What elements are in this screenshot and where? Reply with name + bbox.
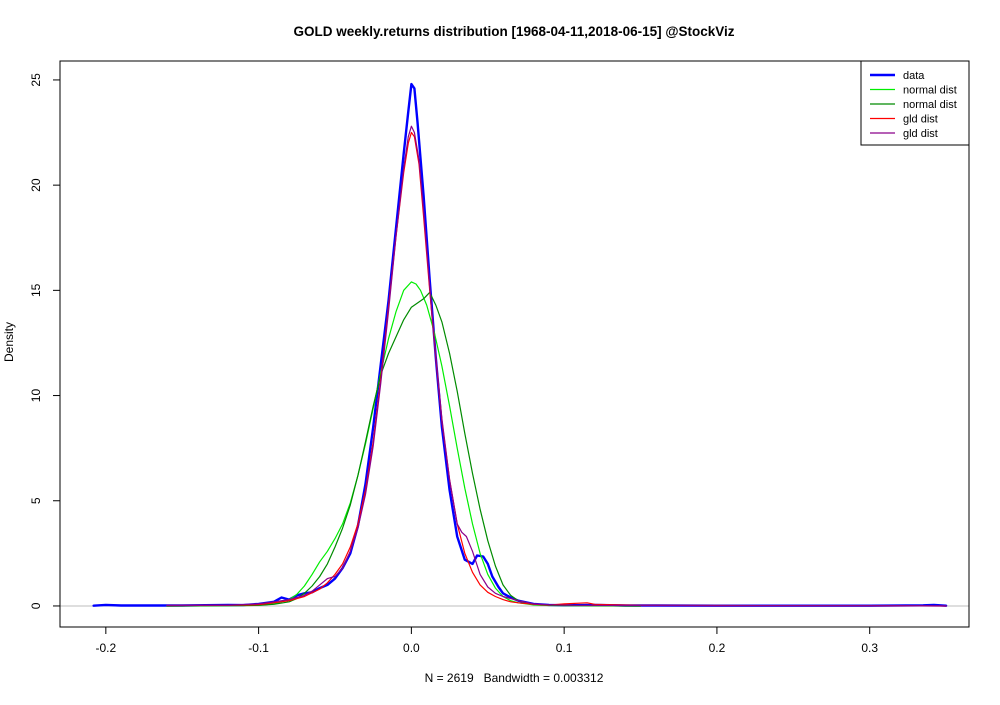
legend: data normal dist normal dist gld dist gld di… xyxy=(860,60,970,146)
y-axis-label: Density xyxy=(2,322,16,362)
series-layer xyxy=(92,82,948,607)
legend-label: gld dist xyxy=(903,128,938,140)
y-tick-label: 25 xyxy=(29,73,43,87)
legend-label: gld dist xyxy=(903,114,938,126)
y-axis: 0 5 10 15 20 25 xyxy=(29,73,61,609)
series-line-2 xyxy=(166,281,642,607)
y-tick-label: 10 xyxy=(29,389,43,403)
x-axis-label: N = 2619 Bandwidth = 0.003312 xyxy=(425,671,604,685)
x-axis: -0.2 -0.1 0.0 0.1 0.2 0.3 xyxy=(95,626,878,655)
x-tick-label: 0.0 xyxy=(403,641,420,655)
y-tick-label: 15 xyxy=(29,283,43,297)
x-tick-label: 0.1 xyxy=(556,641,573,655)
x-tick-label: 0.2 xyxy=(709,641,726,655)
y-tick-label: 20 xyxy=(29,178,43,192)
y-tick-label: 0 xyxy=(29,602,43,609)
legend-label: data xyxy=(903,70,925,82)
legend-label: normal dist xyxy=(903,85,957,97)
x-tick-label: -0.1 xyxy=(248,641,269,655)
chart-title: GOLD weekly.returns distribution [1968-0… xyxy=(293,24,734,39)
y-tick-label: 5 xyxy=(29,497,43,504)
series-line-3 xyxy=(166,291,642,607)
legend-label: normal dist xyxy=(903,99,957,111)
x-tick-label: -0.2 xyxy=(95,641,116,655)
x-tick-label: 0.3 xyxy=(861,641,878,655)
legend-entries: data normal dist normal dist gld dist gld di… xyxy=(870,70,957,140)
series-line-5 xyxy=(166,125,947,607)
